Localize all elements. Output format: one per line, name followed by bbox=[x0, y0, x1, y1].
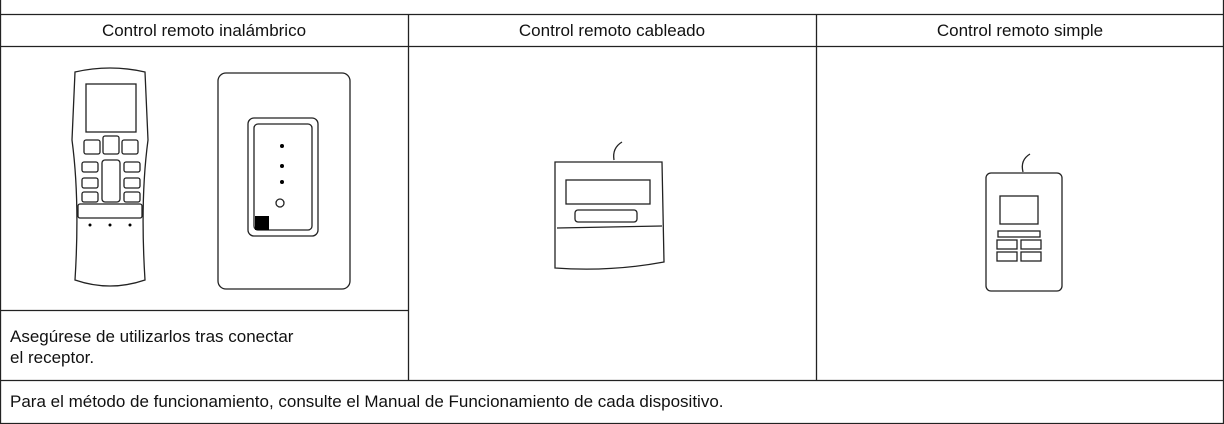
wireless-remote-drawing bbox=[71, 67, 149, 287]
header-cell: Control remoto cableado bbox=[518, 21, 706, 40]
wired-controller-drawing bbox=[554, 141, 665, 270]
header-cell: Control remoto simple bbox=[936, 21, 1104, 40]
header-cell: Control remoto inalámbrico bbox=[101, 21, 307, 40]
receiver-drawing bbox=[217, 72, 351, 290]
footer: Para el método de funcionamiento, consul… bbox=[10, 392, 724, 411]
simple-controller-drawing bbox=[985, 153, 1063, 292]
note: Asegúrese de utilizarlos tras conectar e… bbox=[10, 327, 294, 367]
